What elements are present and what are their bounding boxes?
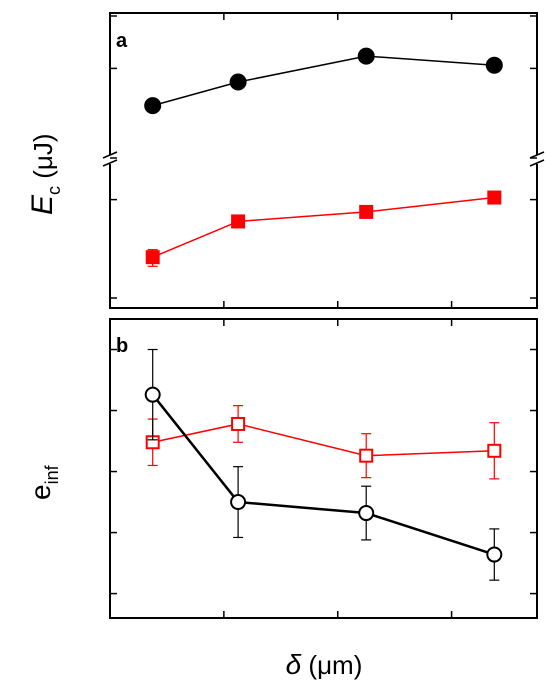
panel-a-ticks	[109, 13, 537, 308]
data-point-m50	[144, 386, 161, 403]
x-axis-label-unit: (μm)	[301, 650, 362, 680]
series-line-m5	[152, 196, 495, 258]
data-point-m5	[487, 443, 502, 458]
data-point-m50	[144, 97, 162, 115]
axis-break-right	[529, 151, 545, 167]
panel-b-label: b	[116, 335, 128, 357]
panel-b: b einf δ (μm)	[25, 318, 538, 680]
data-point-m5	[359, 204, 374, 219]
x-axis-label: δ (μm)	[286, 649, 363, 680]
panel-a-ylabel-main: E	[26, 194, 59, 215]
data-point-m50	[229, 73, 247, 91]
panel-a-ylabel-sub: c	[44, 186, 64, 195]
panel-a-ylabel-unit: (μJ)	[28, 133, 58, 186]
panel-a-plot	[144, 47, 503, 267]
x-axis-label-symbol: δ	[286, 649, 302, 680]
panel-a-frame	[109, 12, 538, 309]
data-point-m5	[231, 214, 246, 229]
panel-b-plot	[144, 348, 503, 581]
data-point-m50	[357, 47, 375, 65]
data-point-m50	[230, 494, 247, 511]
data-point-m50	[486, 546, 503, 563]
series-line-m50	[152, 55, 495, 107]
panel-b-ylabel-sub: inf	[42, 464, 62, 484]
panel-a: a Ec (μJ)	[26, 12, 545, 309]
panel-a-ylabel: Ec (μJ)	[26, 133, 64, 215]
panel-b-ticks	[109, 319, 537, 618]
data-point-m50	[358, 505, 375, 522]
panel-a-label: a	[116, 30, 128, 52]
data-point-m5	[487, 190, 502, 205]
panel-b-ylabel-main: e	[25, 484, 56, 500]
series-line-m5	[152, 423, 495, 457]
axis-break-left	[102, 151, 118, 167]
data-point-m50	[485, 56, 503, 74]
series-line-m50	[151, 393, 495, 556]
data-point-m5	[231, 416, 246, 431]
panel-b-frame	[109, 318, 538, 619]
data-point-m5	[145, 250, 160, 265]
panel-b-ylabel: einf	[25, 464, 62, 500]
data-point-m5	[359, 448, 374, 463]
